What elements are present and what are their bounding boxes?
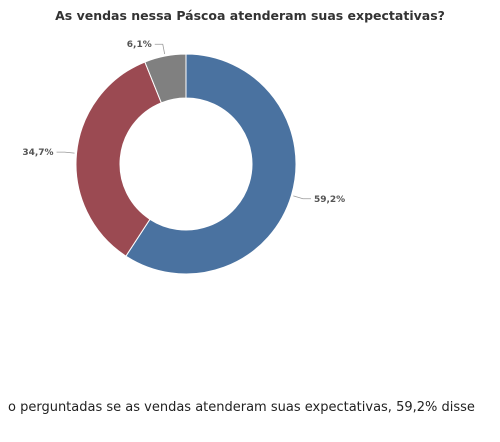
leader-line-slice-3 [154, 43, 166, 55]
body-text: o perguntadas se as vendas atenderam sua… [8, 400, 475, 415]
chart-title: As vendas nessa Páscoa atenderam suas ex… [55, 8, 445, 23]
leader-line-slice-2 [56, 151, 75, 154]
donut-slice-2 [75, 61, 162, 257]
leader-line-slice-1 [293, 195, 311, 200]
donut-slice-3 [144, 53, 187, 104]
donut-chart: 59,2% 34,7% 6,1% [22, 40, 345, 275]
donut-slice-1 [125, 53, 297, 275]
data-label-slice-2: 34,7% [22, 148, 53, 158]
chart-area: As vendas nessa Páscoa atenderam suas ex… [22, 8, 445, 275]
data-label-slice-3: 6,1% [127, 40, 152, 50]
data-label-slice-1: 59,2% [314, 195, 345, 205]
